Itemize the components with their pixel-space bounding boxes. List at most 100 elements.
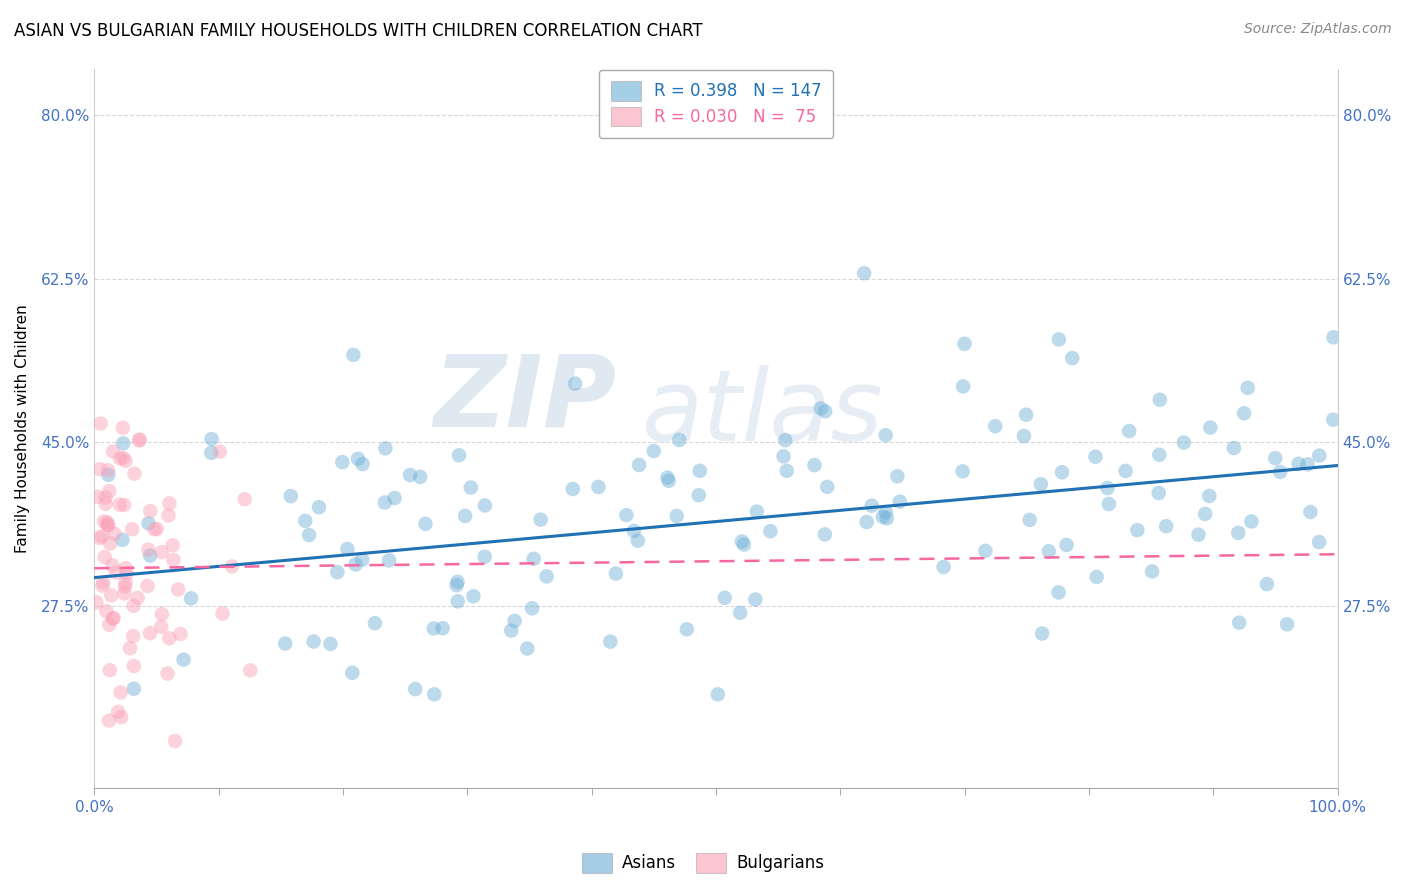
Point (1322, 413, 1344, 427)
Point (112, 586, 135, 600)
Point (744, 592, 766, 607)
Point (1173, 435, 1195, 450)
Point (561, 482, 583, 496)
Point (384, 491, 406, 505)
Point (952, 379, 974, 393)
Point (274, 636, 297, 650)
Point (643, 444, 665, 458)
Point (474, 549, 496, 564)
Point (101, 558, 124, 573)
Point (108, 451, 131, 466)
Point (90, 529, 112, 543)
Point (1029, 477, 1052, 491)
Point (1097, 481, 1119, 495)
Point (150, 607, 173, 622)
Point (814, 527, 837, 541)
Point (1256, 577, 1278, 591)
Point (139, 549, 162, 563)
Point (1126, 523, 1149, 537)
Point (159, 496, 181, 510)
Point (745, 505, 768, 519)
Point (150, 620, 173, 634)
Point (139, 626, 162, 640)
Point (298, 528, 321, 542)
Point (169, 627, 191, 641)
Point (110, 685, 132, 699)
Point (96, 604, 118, 618)
Point (157, 632, 180, 646)
Text: Source: ZipAtlas.com: Source: ZipAtlas.com (1244, 22, 1392, 37)
Point (280, 489, 302, 503)
Point (454, 508, 477, 523)
Point (364, 616, 387, 631)
Point (136, 579, 159, 593)
Point (855, 515, 877, 529)
Point (90, 417, 112, 431)
Point (875, 505, 897, 519)
Point (501, 624, 523, 638)
Point (163, 734, 186, 748)
Point (1154, 519, 1177, 533)
Point (122, 681, 145, 696)
Point (96, 515, 118, 529)
Point (814, 404, 837, 418)
Point (97, 517, 120, 532)
Point (122, 629, 145, 643)
Point (1115, 464, 1137, 478)
Point (167, 582, 190, 597)
Point (889, 494, 911, 508)
Point (460, 481, 482, 495)
Point (114, 575, 136, 590)
Point (98, 536, 121, 550)
Point (326, 565, 349, 579)
Point (984, 419, 1007, 434)
Point (98, 484, 121, 499)
Point (1149, 392, 1171, 407)
Point (1056, 538, 1078, 552)
Point (127, 591, 149, 605)
Point (91, 575, 114, 590)
Point (1018, 513, 1040, 527)
Point (876, 511, 898, 525)
Point (128, 434, 150, 448)
Point (1240, 515, 1263, 529)
Point (1198, 489, 1220, 503)
Point (422, 622, 444, 636)
Point (139, 504, 162, 518)
Point (374, 495, 396, 509)
Point (157, 508, 180, 523)
Point (319, 637, 342, 651)
Point (1118, 424, 1140, 438)
Point (1308, 535, 1330, 549)
Point (138, 516, 160, 531)
Point (97, 467, 120, 482)
Point (1199, 420, 1222, 434)
Point (657, 470, 679, 484)
Point (1227, 615, 1250, 630)
Point (1187, 527, 1209, 541)
Point (689, 464, 711, 478)
Point (114, 454, 136, 468)
Point (665, 509, 688, 524)
Point (100, 589, 122, 603)
Point (731, 534, 754, 549)
Text: ZIP: ZIP (433, 351, 617, 448)
Point (503, 614, 526, 628)
Point (98, 663, 121, 677)
Point (1236, 381, 1258, 395)
Point (294, 514, 316, 528)
Point (1031, 626, 1053, 640)
Point (1308, 449, 1330, 463)
Point (432, 621, 454, 635)
Point (875, 428, 897, 442)
Point (1012, 429, 1035, 443)
Point (374, 442, 396, 456)
Point (114, 561, 136, 575)
Point (97, 518, 120, 533)
Point (599, 634, 621, 648)
Point (860, 499, 883, 513)
Point (111, 533, 134, 547)
Point (233, 492, 256, 507)
Point (336, 541, 359, 556)
Point (1268, 465, 1291, 479)
